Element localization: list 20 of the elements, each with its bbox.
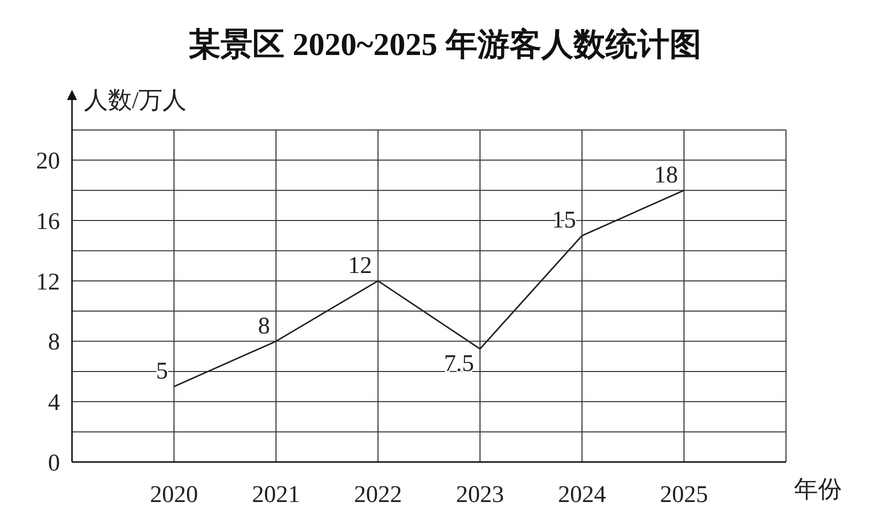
x-axis-title: 年份 xyxy=(794,477,842,503)
line-series xyxy=(173,190,685,388)
y-tick-label: 12 xyxy=(36,269,60,296)
data-label: 12 xyxy=(348,252,372,279)
y-tick-label: 20 xyxy=(36,148,60,175)
x-tick-label: 2024 xyxy=(558,482,606,508)
x-tick-label: 2025 xyxy=(660,482,708,508)
chart-title: 某景区 2020~2025 年游客人数统计图 xyxy=(188,26,702,62)
x-tick-label: 2021 xyxy=(252,482,300,508)
x-tick-label: 2023 xyxy=(456,482,504,508)
y-tick-label: 8 xyxy=(48,330,60,356)
y-axis-title: 人数/万人 xyxy=(84,88,187,114)
data-label: 7.5 xyxy=(444,350,474,377)
y-tick-label: 16 xyxy=(36,208,60,235)
y-tick-label: 0 xyxy=(48,450,60,476)
data-label: 18 xyxy=(654,162,678,188)
x-tick-label: 2022 xyxy=(354,482,402,508)
y-tick-label: 4 xyxy=(48,390,60,416)
x-tick-label: 2020 xyxy=(150,482,198,508)
data-label: 8 xyxy=(258,313,270,340)
